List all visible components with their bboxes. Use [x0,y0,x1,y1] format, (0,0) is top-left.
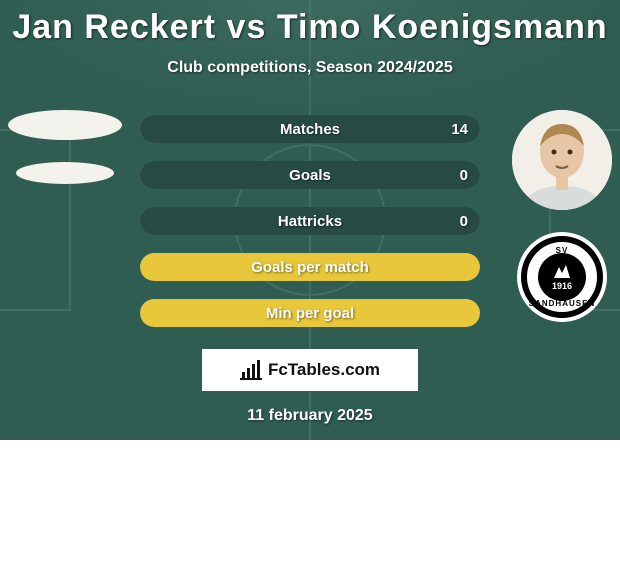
stat-row: Min per goal [140,299,480,327]
club-a-placeholder [16,162,114,184]
stat-label: Goals [289,167,331,184]
player-b-photo [512,110,612,210]
stat-value-right: 14 [451,115,468,143]
stat-row: Goals per match [140,253,480,281]
club-badge-ring: SV 1916 SANDHAUSEN [521,236,603,318]
club-b-badge: SV 1916 SANDHAUSEN [517,232,607,322]
avatar-icon [512,110,612,210]
player-a-placeholder-large [8,110,122,140]
club-badge-inner: 1916 [538,253,586,301]
stat-row: Matches 14 [140,115,480,143]
club-badge-icon [551,263,573,281]
stat-value-right: 0 [460,207,468,235]
comparison-card: Jan Reckert vs Timo Koenigsmann Club com… [0,0,620,440]
brand-box[interactable]: FcTables.com [202,349,418,391]
club-badge-year: 1916 [552,281,572,291]
player-b-col: SV 1916 SANDHAUSEN [512,110,612,322]
stat-label: Hattricks [278,213,342,230]
stat-row: Hattricks 0 [140,207,480,235]
brand-text: FcTables.com [268,360,380,380]
stat-value-right: 0 [460,161,468,189]
club-badge-text-top: SV [527,246,597,255]
stat-label: Goals per match [251,259,369,276]
player-a-col [8,110,122,184]
club-badge-text-bottom: SANDHAUSEN [527,299,597,308]
date: 11 february 2025 [0,407,620,425]
chart-icon [240,360,262,380]
stat-row: Goals 0 [140,161,480,189]
page-title: Jan Reckert vs Timo Koenigsmann [0,0,620,47]
subtitle: Club competitions, Season 2024/2025 [0,59,620,77]
stats-list: Matches 14 Goals 0 Hattricks 0 Goals per match… [140,115,480,327]
stat-label: Min per goal [266,305,354,322]
stat-label: Matches [280,121,340,138]
